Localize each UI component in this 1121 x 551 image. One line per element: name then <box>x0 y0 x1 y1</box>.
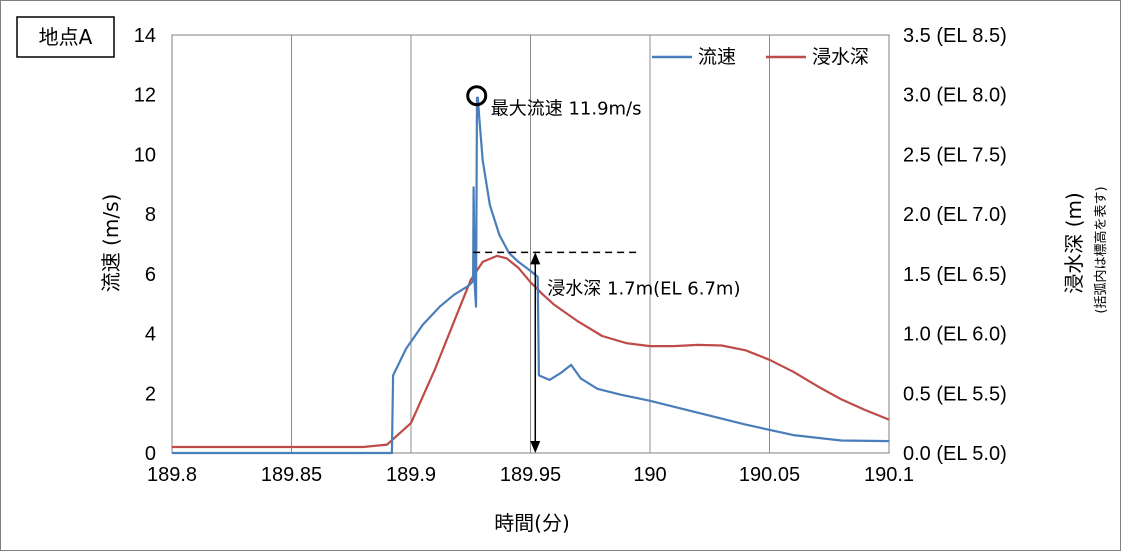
y-left-tick-label: 8 <box>145 204 156 226</box>
y-left-tick-label: 2 <box>145 383 156 405</box>
max-velocity-label: 最大流速 11.9m/s <box>491 99 642 120</box>
y-right-tick-label: 0.5 (EL 5.5) <box>903 383 1007 405</box>
y-right-tick-label: 2.5 (EL 7.5) <box>903 144 1007 166</box>
y-right-tick-label: 0.0 (EL 5.0) <box>903 443 1007 465</box>
plot-area <box>171 34 890 454</box>
max-velocity-marker <box>466 85 488 107</box>
y-right-tick-label: 3.5 (EL 8.5) <box>903 25 1007 47</box>
location-box <box>16 16 115 58</box>
x-axis-title: 時間(分) <box>494 511 570 535</box>
y-right-tick-label: 3.0 (EL 8.0) <box>903 85 1007 107</box>
y-right-tick-label: 1.0 (EL 6.0) <box>903 324 1007 346</box>
series-layer <box>172 96 890 455</box>
x-tick-label: 190 <box>633 464 666 486</box>
location-label: 地点A <box>39 25 93 49</box>
y-left-tick-label: 6 <box>145 264 156 286</box>
x-tick-label: 189.85 <box>261 464 322 486</box>
legend-label: 流速 <box>698 46 736 68</box>
legend-label: 浸水深 <box>812 46 869 68</box>
y-left-tick-label: 12 <box>134 85 156 107</box>
y-left-axis-title: 流速 (m/s) <box>99 194 123 293</box>
y-right-axis-note: (括弧内は標高を表す) <box>1093 186 1109 313</box>
x-tick-label: 189.9 <box>386 464 436 486</box>
depth-arrow-head-down <box>530 441 541 453</box>
y-left-tick-label: 10 <box>134 144 156 166</box>
depth-annotation-label: 浸水深 1.7m(EL 6.7m) <box>547 278 740 299</box>
annotations: 最大流速 11.9m/s 浸水深 1.7m(EL 6.7m) <box>466 85 740 453</box>
gridlines <box>171 35 890 453</box>
depth-arrow-head-up <box>530 252 541 265</box>
series-line-depth <box>172 254 890 449</box>
legend: 流速 浸水深 <box>652 46 869 68</box>
y-left-tick-label: 14 <box>134 25 156 47</box>
y-right-axis-title: 浸水深 (m) <box>1062 192 1086 293</box>
x-tick-label: 190.1 <box>864 464 914 486</box>
series-line-velocity <box>172 96 890 455</box>
y-right-tick-label: 1.5 (EL 6.5) <box>903 264 1007 286</box>
axes: 189.8 189.85 189.9 189.95 190 190.05 190.1 0 2 4 6… <box>134 25 1007 486</box>
x-tick-label: 189.8 <box>147 464 197 486</box>
y-left-tick-label: 4 <box>145 324 156 346</box>
x-tick-label: 190.05 <box>739 464 800 486</box>
y-left-tick-label: 0 <box>145 443 156 465</box>
x-tick-label: 189.95 <box>500 464 561 486</box>
y-right-tick-label: 2.0 (EL 7.0) <box>903 204 1007 226</box>
